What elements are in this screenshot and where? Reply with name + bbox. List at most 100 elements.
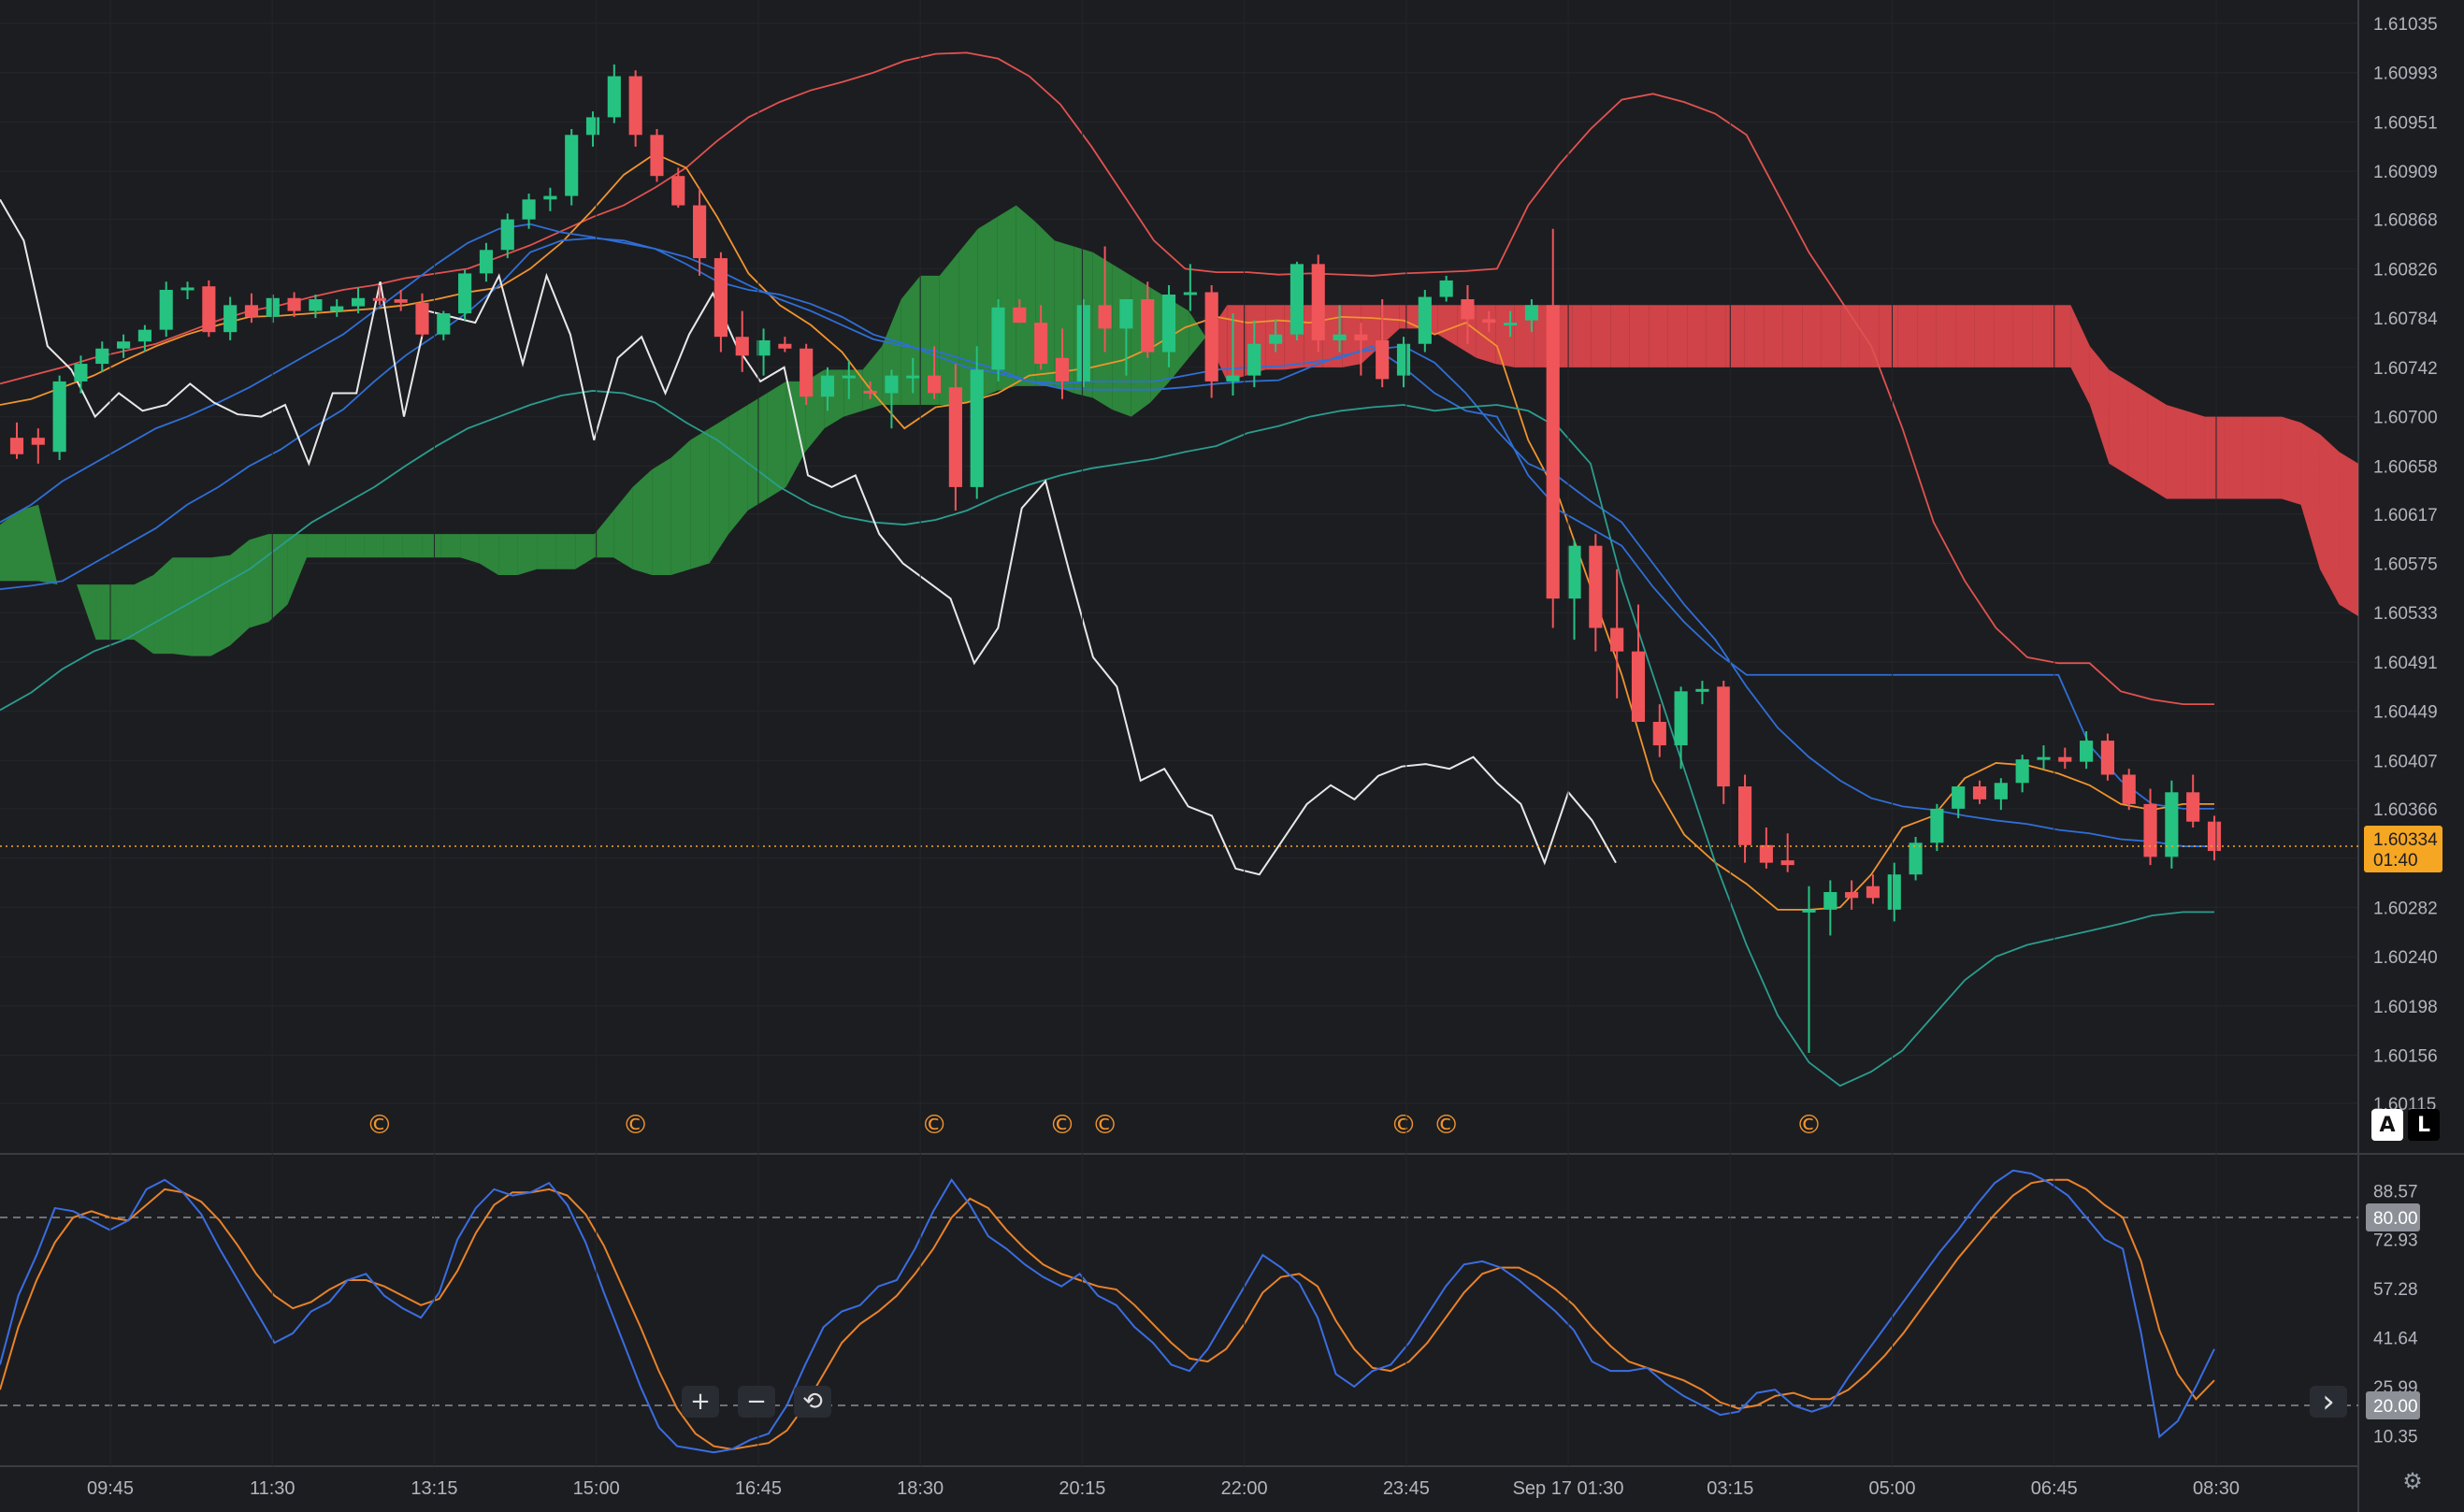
candle-body — [2100, 741, 2114, 775]
candle-body — [1823, 892, 1837, 910]
cloud-segment — [1955, 305, 1975, 367]
price-tick-label: 1.60784 — [2373, 310, 2438, 329]
time-tick-label: 13:15 — [411, 1478, 457, 1499]
reset-icon: ⟲ — [802, 1388, 823, 1416]
cloud-segment — [1054, 240, 1074, 394]
price-tick-label: 1.60909 — [2373, 163, 2438, 182]
candle-body — [415, 302, 429, 335]
ichimoku-cloud — [0, 205, 2358, 656]
candle-body — [1161, 295, 1176, 353]
scroll-to-realtime-button[interactable]: › — [2310, 1383, 2347, 1420]
cloud-segment — [115, 584, 135, 641]
cloud-segment — [402, 534, 423, 558]
candle-body — [565, 135, 579, 196]
zoom-out-button[interactable]: − — [738, 1386, 775, 1418]
candle-body — [735, 337, 749, 356]
candle-body — [885, 375, 899, 394]
candle-body — [1076, 305, 1090, 382]
price-tick-label: 1.60156 — [2373, 1047, 2438, 1067]
cloud-segment — [1476, 305, 1496, 365]
candle-body — [202, 286, 216, 333]
price-tick-label: 1.60951 — [2373, 113, 2438, 133]
zoom-in-button[interactable]: + — [682, 1386, 719, 1418]
cloud-segment — [1917, 305, 1937, 367]
cloud-segment — [1667, 305, 1688, 367]
candle-body — [1737, 786, 1752, 845]
candle-body — [1055, 357, 1070, 382]
candle-body — [458, 273, 472, 314]
indicator-line-tenkan — [0, 152, 2214, 911]
candle-body — [713, 258, 728, 338]
oscillator-tick-label: 41.64 — [2373, 1330, 2418, 1349]
log-scale-button[interactable]: L — [2408, 1109, 2440, 1141]
candle-body — [52, 381, 66, 453]
cloud-segment — [192, 557, 211, 656]
time-tick-label: 08:30 — [2193, 1478, 2240, 1499]
indicator-line-senkou-step — [0, 237, 2214, 810]
candle-body — [1354, 334, 1368, 340]
price-tick-label: 1.60617 — [2373, 506, 2438, 526]
candle-body — [800, 348, 814, 397]
candle-body — [2058, 756, 2072, 762]
cloud-segment — [2339, 452, 2358, 616]
candle-body — [628, 76, 642, 136]
candle-body — [287, 297, 301, 311]
event-markers: © © © © © © © © — [367, 1109, 1823, 1140]
time-tick-label: 06:45 — [2031, 1478, 2078, 1499]
zoom-out-icon: − — [746, 1388, 767, 1416]
candle-body — [1098, 305, 1112, 329]
cloud-segment — [1802, 305, 1822, 367]
cloud-segment — [2051, 305, 2071, 367]
cloud-segment — [1879, 305, 1898, 367]
time-tick-label: 05:00 — [1869, 1478, 1916, 1499]
level-tag-background — [2366, 1203, 2420, 1231]
cloud-segment — [652, 457, 671, 576]
cloud-segment — [1092, 252, 1113, 410]
candle-body — [1376, 339, 1390, 380]
gear-icon: ⚙ — [2402, 1468, 2423, 1494]
cloud-segment — [2127, 381, 2148, 487]
candle-body — [1311, 264, 1325, 340]
candle-body — [1524, 305, 1538, 321]
time-tick-label: 20:15 — [1059, 1478, 1105, 1499]
reset-chart-button[interactable]: ⟲ — [794, 1386, 831, 1418]
cloud-segment — [2070, 305, 2090, 406]
price-tick-label: 1.60240 — [2373, 948, 2438, 968]
cloud-segment — [632, 469, 653, 576]
candle-body — [1418, 296, 1432, 344]
candle-body — [756, 339, 771, 356]
cloud-segment — [2281, 416, 2301, 505]
chevron-right-icon: › — [2322, 1383, 2335, 1420]
candle-body — [9, 438, 24, 454]
price-tick-label: 1.61035 — [2373, 15, 2438, 35]
event-marker-icon: © — [1434, 1109, 1460, 1140]
settings-button[interactable]: ⚙ — [2397, 1465, 2428, 1497]
indicator-line-chikou — [0, 198, 1617, 876]
candle-body — [394, 299, 408, 303]
price-tick-label: 1.60700 — [2373, 409, 2438, 428]
cloud-segment — [1629, 305, 1650, 367]
oscillator-level-label: 80.00 — [2373, 1209, 2418, 1229]
price-tick-label: 1.60198 — [2373, 998, 2438, 1017]
time-axis: 09:45 11:30 13:15 15:00 16:45 18:30 20:15 22:00… — [87, 0, 2240, 1499]
indicator-line-bollinger-upper — [0, 51, 2214, 706]
candle-body — [1396, 343, 1411, 376]
cloud-segment — [1495, 305, 1515, 367]
candle-body — [330, 306, 344, 311]
candle-body — [180, 287, 195, 291]
cloud-segment — [785, 381, 806, 487]
cloud-segment — [0, 511, 20, 582]
cloud-segment — [767, 381, 786, 499]
cloud-segment — [2012, 305, 2033, 367]
candle-body — [991, 307, 1005, 370]
time-tick-label: 23:45 — [1383, 1478, 1430, 1499]
candle-body — [1780, 860, 1794, 866]
candles — [9, 64, 2222, 1054]
candle-body — [927, 375, 942, 394]
cloud-segment — [2166, 405, 2186, 499]
cloud-segment — [19, 504, 39, 582]
auto-scale-label: A — [2379, 1113, 2396, 1137]
auto-scale-button[interactable]: A — [2371, 1109, 2403, 1141]
candle-body — [244, 305, 259, 317]
